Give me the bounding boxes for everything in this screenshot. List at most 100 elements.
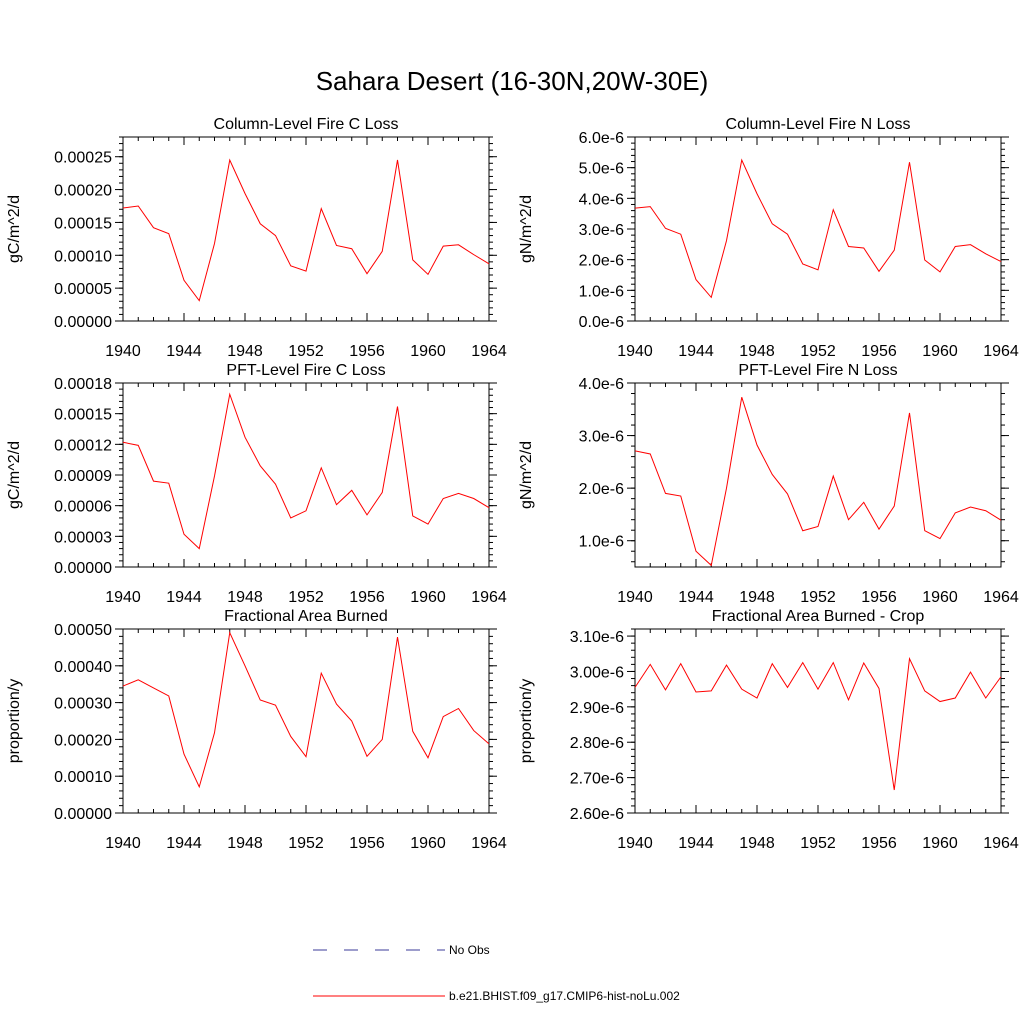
x-tick-label: 1940 [105,589,141,606]
y-tick-label: 4.0e-6 [579,191,624,208]
panel-title: PFT-Level Fire N Loss [738,362,897,379]
panel-6: Fractional Area Burned - Crop proportion/… [518,608,1019,852]
panel-title: PFT-Level Fire C Loss [226,362,385,379]
figure-title: Sahara Desert (16-30N,20W-30E) [316,66,709,96]
x-tick-label: 1964 [471,835,507,852]
x-tick-label: 1940 [105,835,141,852]
y-axis-label: gC/m^2/d [6,195,23,263]
y-tick-label: 0.0e-6 [579,314,624,331]
x-tick-label: 1960 [410,589,446,606]
x-tick-label: 1956 [861,835,897,852]
y-tick-label: 2.90e-6 [570,700,624,717]
y-tick-label: 2.60e-6 [570,806,624,823]
panel-5: Fractional Area Burned proportion/y 1940 19… [6,608,507,852]
y-tick-label: 0.00050 [54,622,112,639]
y-tick-label: 0.00005 [54,281,112,298]
y-tick-label: 2.80e-6 [570,735,624,752]
panel-4: PFT-Level Fire N Loss gN/m^2/d 1940 1944 194… [518,362,1019,606]
y-tick-label: 3.00e-6 [570,664,624,681]
x-tick-label: 1956 [349,343,385,360]
x-tick-label: 1944 [678,343,714,360]
x-tick-label: 1964 [471,343,507,360]
legend-label-no-obs: No Obs [449,943,490,957]
x-tick-label: 1960 [410,343,446,360]
x-tick-label: 1964 [471,589,507,606]
panel-title: Fractional Area Burned [224,608,388,625]
y-tick-label: 2.0e-6 [579,253,624,270]
y-tick-label: 0.00020 [54,732,112,749]
x-tick-label: 1956 [861,589,897,606]
x-tick-label: 1944 [166,589,202,606]
y-tick-label: 0.00025 [54,150,112,167]
x-tick-label: 1952 [288,343,324,360]
y-tick-label: 0.00012 [54,437,112,454]
x-tick-label: 1964 [983,589,1019,606]
x-tick-label: 1940 [617,835,653,852]
x-tick-label: 1948 [739,835,775,852]
panel-title: Column-Level Fire C Loss [214,116,399,133]
series-line [634,397,1002,567]
x-tick-label: 1940 [617,343,653,360]
series-line [634,158,1002,299]
y-tick-label: 3.0e-6 [579,429,624,446]
y-tick-label: 2.70e-6 [570,771,624,788]
y-tick-label: 5.0e-6 [579,161,624,178]
y-tick-label: 0.00015 [54,215,112,232]
y-tick-label: 0.00000 [54,806,112,823]
series-line [122,630,490,789]
legend-label-model: b.e21.BHIST.f09_g17.CMIP6-hist-noLu.002 [449,989,680,1003]
x-tick-label: 1952 [288,589,324,606]
series-line [122,392,490,550]
y-tick-label: 0.00030 [54,696,112,713]
y-axis-label: gN/m^2/d [518,441,535,509]
legend: No Obs b.e21.BHIST.f09_g17.CMIP6-hist-no… [313,943,680,1003]
x-tick-label: 1964 [983,343,1019,360]
y-tick-label: 1.0e-6 [579,534,624,551]
panel-3: PFT-Level Fire C Loss gC/m^2/d 1940 1944 194… [6,362,507,606]
x-tick-label: 1948 [739,343,775,360]
series-line [122,158,490,302]
x-tick-label: 1956 [349,835,385,852]
y-axis-label: proportion/y [518,679,535,764]
x-tick-label: 1948 [227,589,263,606]
y-axis-label: gC/m^2/d [6,441,23,509]
x-tick-label: 1948 [227,835,263,852]
x-tick-label: 1960 [922,343,958,360]
y-tick-label: 0.00010 [54,769,112,786]
x-tick-label: 1952 [288,835,324,852]
x-tick-label: 1960 [410,835,446,852]
panel-2: Column-Level Fire N Loss gN/m^2/d 1940 1944… [518,116,1019,360]
y-tick-label: 0.00020 [54,183,112,200]
y-tick-label: 0.00009 [54,468,112,485]
y-tick-label: 0.00015 [54,407,112,424]
y-tick-label: 0.00003 [54,529,112,546]
x-tick-label: 1944 [678,589,714,606]
series-line [634,656,1002,791]
x-tick-label: 1948 [739,589,775,606]
x-tick-label: 1940 [617,589,653,606]
y-tick-label: 0.00000 [54,314,112,331]
y-tick-label: 0.00018 [54,376,112,393]
y-tick-label: 0.00006 [54,499,112,516]
y-tick-label: 3.10e-6 [570,629,624,646]
x-tick-label: 1944 [166,835,202,852]
y-axis-label: proportion/y [6,679,23,764]
y-tick-label: 3.0e-6 [579,222,624,239]
x-tick-label: 1960 [922,835,958,852]
x-tick-label: 1956 [861,343,897,360]
x-tick-label: 1944 [166,343,202,360]
y-tick-label: 0.00010 [54,248,112,265]
x-tick-label: 1952 [800,589,836,606]
x-tick-label: 1948 [227,343,263,360]
panel-title: Column-Level Fire N Loss [726,116,911,133]
x-tick-label: 1960 [922,589,958,606]
x-tick-label: 1940 [105,343,141,360]
x-tick-label: 1952 [800,343,836,360]
y-tick-label: 4.0e-6 [579,376,624,393]
panel-title: Fractional Area Burned - Crop [712,608,925,625]
y-tick-label: 6.0e-6 [579,130,624,147]
y-tick-label: 1.0e-6 [579,283,624,300]
y-axis-label: gN/m^2/d [518,195,535,263]
